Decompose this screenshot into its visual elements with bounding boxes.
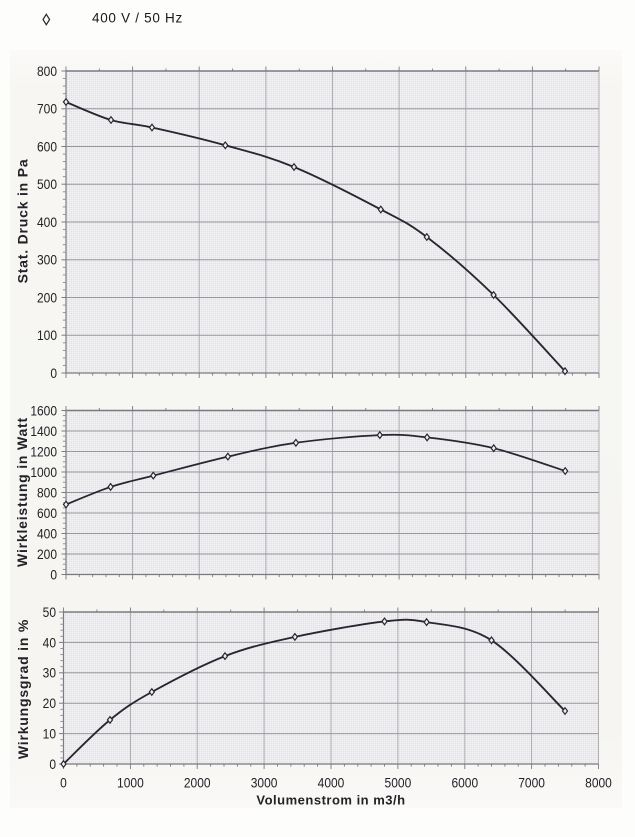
svg-text:6000: 6000 <box>451 775 478 791</box>
svg-text:800: 800 <box>37 63 57 79</box>
svg-text:4000: 4000 <box>318 775 345 791</box>
svg-text:1200: 1200 <box>30 443 57 459</box>
svg-text:50: 50 <box>43 604 56 620</box>
svg-text:400: 400 <box>37 525 57 541</box>
svg-text:600: 600 <box>37 138 57 154</box>
svg-text:20: 20 <box>43 695 56 711</box>
svg-text:600: 600 <box>37 505 57 521</box>
svg-text:7000: 7000 <box>518 775 545 791</box>
svg-text:10: 10 <box>43 726 56 742</box>
svg-text:300: 300 <box>37 252 57 268</box>
svg-text:1000: 1000 <box>117 775 144 791</box>
svg-text:Wirkleistung in Watt: Wirkleistung in Watt <box>14 417 30 567</box>
svg-text:5000: 5000 <box>385 775 412 791</box>
svg-text:700: 700 <box>37 101 57 117</box>
svg-text:0: 0 <box>50 365 57 381</box>
svg-text:2000: 2000 <box>184 775 211 791</box>
svg-text:100: 100 <box>37 327 57 343</box>
svg-text:1400: 1400 <box>30 423 57 439</box>
svg-text:500: 500 <box>37 176 57 192</box>
svg-text:0: 0 <box>50 566 57 582</box>
svg-text:40: 40 <box>43 634 56 650</box>
svg-text:1600: 1600 <box>30 402 57 418</box>
svg-text:400 V / 50 Hz: 400 V / 50 Hz <box>92 11 183 26</box>
svg-text:200: 200 <box>37 546 57 562</box>
svg-text:Wirkungsgrad in %: Wirkungsgrad in % <box>15 619 31 759</box>
svg-text:0: 0 <box>60 775 67 791</box>
svg-text:1000: 1000 <box>30 464 57 480</box>
svg-text:800: 800 <box>37 484 57 500</box>
svg-text:400: 400 <box>37 214 57 230</box>
svg-text:Volumenstrom in m3/h: Volumenstrom in m3/h <box>256 793 405 808</box>
svg-text:3000: 3000 <box>251 775 278 791</box>
svg-text:8000: 8000 <box>585 775 612 791</box>
svg-text:200: 200 <box>37 289 57 305</box>
svg-text:0: 0 <box>49 756 56 772</box>
svg-text:Stat. Druck in Pa: Stat. Druck in Pa <box>15 159 31 284</box>
svg-text:30: 30 <box>43 665 56 681</box>
